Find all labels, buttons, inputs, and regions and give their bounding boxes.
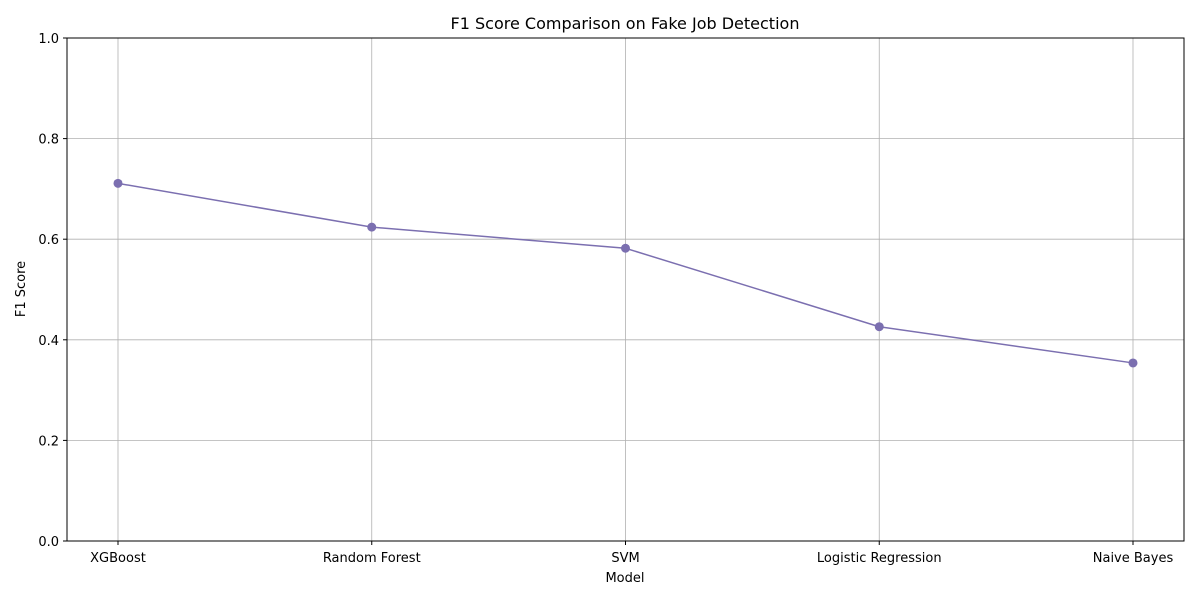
x-tick-label: Naive Bayes: [1093, 551, 1174, 566]
chart-title: F1 Score Comparison on Fake Job Detectio…: [451, 14, 800, 33]
axes-layer: XGBoost Random Forest SVM Logistic Regressi…: [38, 32, 1185, 566]
data-point: [621, 243, 630, 253]
x-tick-label: SVM: [611, 551, 639, 566]
x-tick-label: XGBoost: [90, 551, 146, 566]
grid-layer: [67, 37, 1184, 542]
x-axis-label: Model: [605, 571, 644, 586]
data-point: [367, 222, 377, 232]
y-tick-label: 0.6: [38, 233, 59, 248]
data-point: [1128, 358, 1138, 368]
x-tick-label: Random Forest: [323, 551, 421, 566]
y-tick-label: 0.2: [38, 434, 59, 449]
y-tick-label: 0.8: [38, 133, 59, 148]
series-layer: [113, 178, 1138, 368]
y-axis-label: F1 Score: [14, 261, 29, 317]
data-point: [874, 322, 884, 332]
x-tick-label: Logistic Regression: [817, 551, 942, 566]
y-tick-label: 0.4: [38, 334, 59, 349]
y-tick-label: 0.0: [38, 535, 59, 550]
data-point: [113, 178, 123, 188]
y-tick-label: 1.0: [38, 32, 59, 47]
